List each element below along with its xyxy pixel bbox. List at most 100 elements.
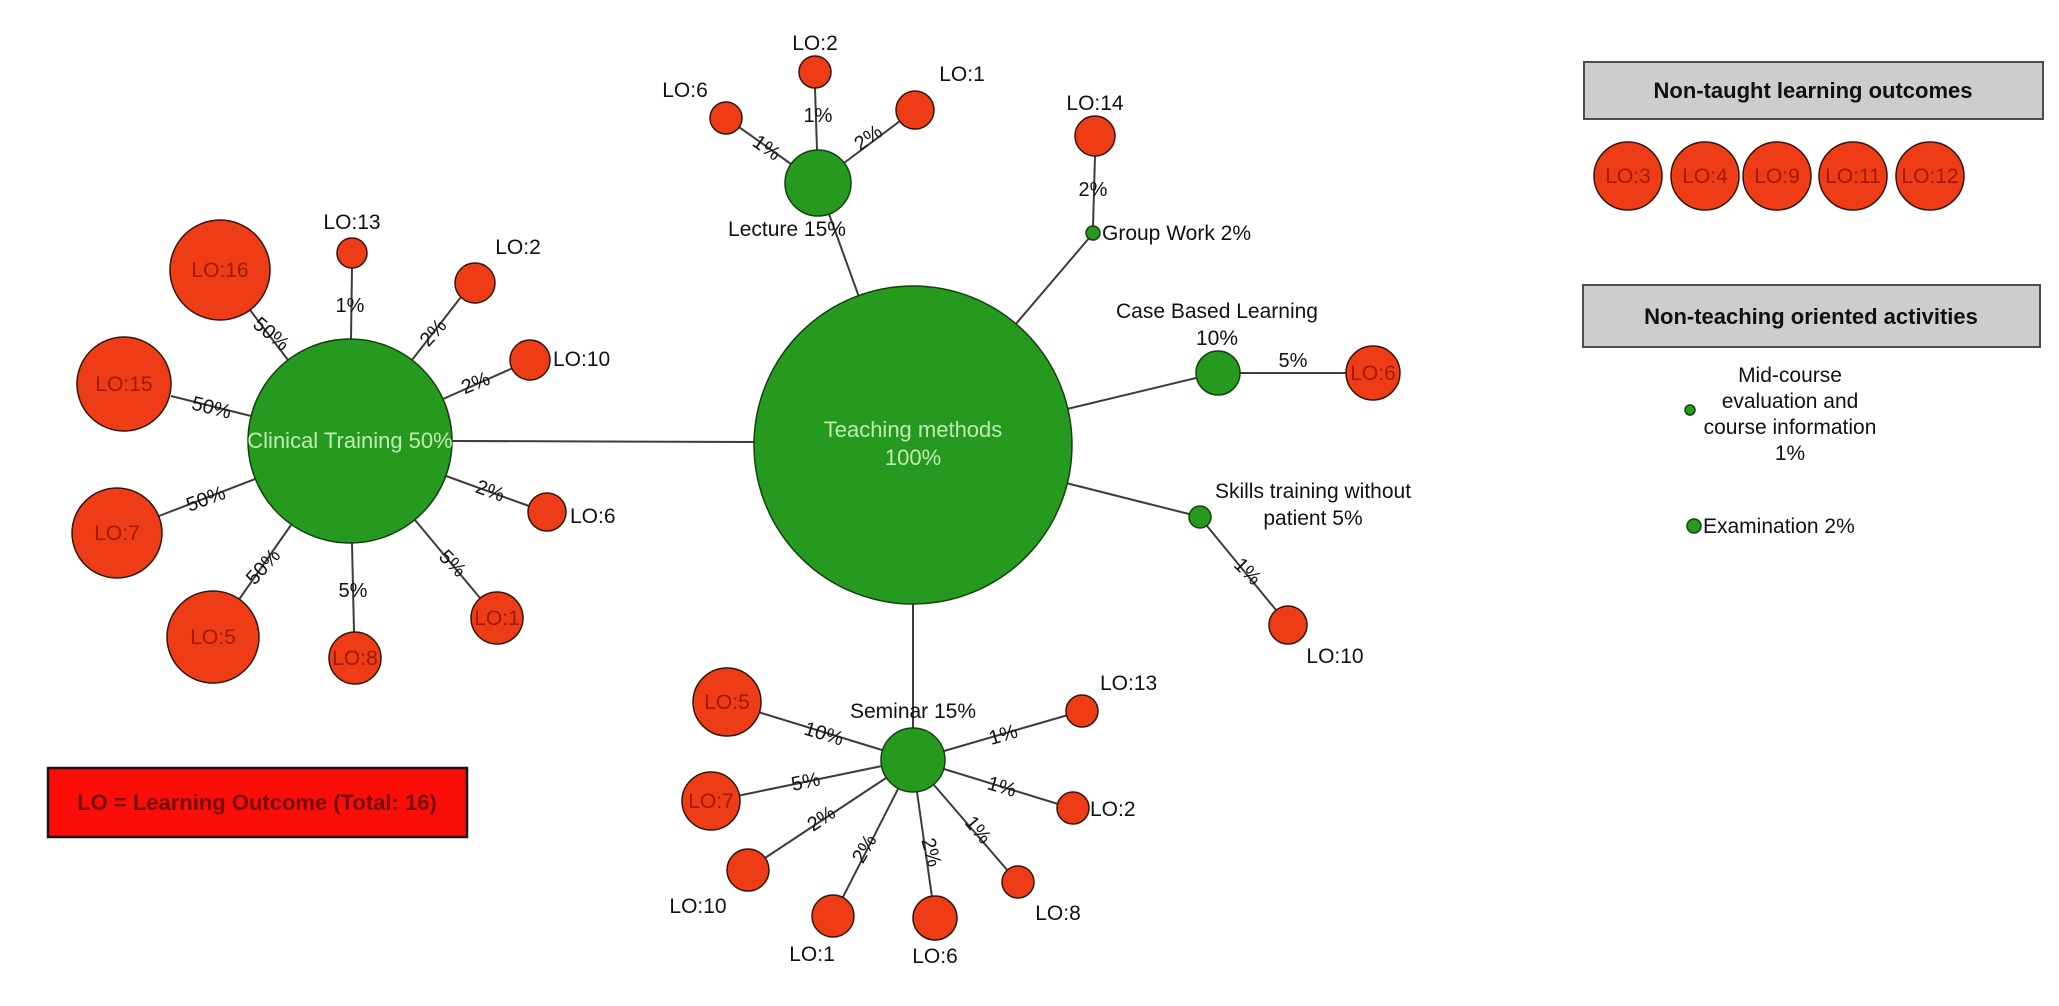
seminar-lo1-pct: 2% — [848, 831, 882, 867]
edge-lecture-lo1 — [843, 120, 901, 164]
node-clinical-lo5 — [166, 590, 260, 684]
case-based-circle — [1195, 350, 1241, 396]
lecture-lo2-pct: 1% — [804, 105, 833, 127]
node-lecture-lo2 — [798, 55, 832, 89]
edge-seminar-lo10 — [764, 777, 887, 859]
lecture-lo6-label: LO:6 — [662, 79, 708, 102]
groupwork-lo14-pct: 2% — [1079, 179, 1108, 201]
node-nontaught-lo3 — [1593, 141, 1663, 211]
case-based-cluster: Case Based Learning 10% LO:6 5% — [1116, 300, 1401, 401]
clinical-lo16-pct: 50% — [248, 313, 293, 356]
nontaught-lo11-label: LO:11 — [1825, 165, 1881, 188]
node-clinical-lo15 — [76, 336, 172, 432]
node-seminar-lo6 — [912, 895, 958, 941]
node-casebased-lo6 — [1345, 345, 1401, 401]
mid-course-label-line2: evaluation and — [1722, 390, 1859, 413]
seminar-lo13-label: LO:13 — [1100, 672, 1157, 695]
edge-root-casebased — [1066, 377, 1197, 410]
seminar-lo6-label: LO:6 — [912, 945, 958, 968]
nontaught-lo4-label: LO:4 — [1682, 165, 1728, 188]
teaching-methods-pct: 100% — [885, 445, 941, 470]
clinical-lo16-label: LO:16 — [191, 259, 248, 282]
clinical-training-circle — [247, 338, 453, 544]
node-seminar-lo13 — [1065, 694, 1099, 728]
clinical-training-label: Clinical Training 50% — [247, 428, 452, 453]
clinical-lo10-label: LO:10 — [553, 348, 610, 371]
edge-root-skills — [1065, 482, 1190, 515]
skills-training-dot — [1188, 505, 1212, 529]
lecture-lo1-label: LO:1 — [939, 63, 985, 86]
edge-clinical-lo1 — [414, 519, 481, 599]
skills-training-label-line2: patient 5% — [1263, 507, 1362, 530]
clinical-lo2-label: LO:2 — [495, 236, 541, 259]
clinical-lo7-pct: 50% — [183, 482, 228, 516]
groupwork-lo14-label: LO:14 — [1066, 92, 1124, 115]
node-seminar-lo8 — [1001, 865, 1035, 899]
group-work-dot — [1085, 225, 1101, 241]
seminar-label: Seminar 15% — [850, 700, 976, 723]
node-groupwork-lo14 — [1074, 115, 1116, 157]
clinical-training-cluster: Clinical Training 50% LO:16 50% LO:15 50… — [71, 211, 616, 685]
edge-clinical-lo16 — [249, 309, 289, 361]
casebased-lo6-pct: 5% — [1279, 350, 1308, 372]
nontaught-lo9-label: LO:9 — [1754, 165, 1800, 188]
seminar-lo5-label: LO:5 — [704, 691, 750, 714]
lecture-lo2-label: LO:2 — [792, 32, 838, 55]
node-clinical-lo7 — [71, 487, 163, 579]
edge-seminar-lo6 — [916, 791, 933, 898]
edge-root-clinical — [451, 440, 757, 443]
node-nontaught-lo12 — [1895, 141, 1965, 211]
edge-seminar-lo13 — [943, 714, 1069, 752]
clinical-lo7-label: LO:7 — [94, 522, 140, 545]
clinical-lo8-label: LO:8 — [332, 647, 378, 670]
node-seminar-lo2 — [1056, 791, 1090, 825]
edge-skills-lo10 — [1206, 525, 1277, 611]
node-clinical-lo10 — [509, 339, 551, 381]
clinical-lo6-label: LO:6 — [570, 505, 616, 528]
non-taught-panel: Non-taught learning outcomes LO:3 LO:4 L… — [1583, 61, 2044, 211]
edge-seminar-lo8 — [933, 784, 1009, 872]
examination-dot — [1686, 518, 1702, 534]
lecture-label: Lecture 15% — [728, 218, 846, 241]
casebased-lo6-label: LO:6 — [1350, 362, 1396, 385]
node-nontaught-lo9 — [1742, 141, 1812, 211]
seminar-lo7-label: LO:7 — [688, 790, 734, 813]
edge-clinical-lo15 — [170, 395, 252, 417]
edge-lecture-lo2 — [814, 87, 818, 151]
group-work-cluster: Group Work 2% LO:14 2% — [1066, 92, 1251, 245]
mid-course-label-line1: Mid-course — [1738, 364, 1842, 387]
node-teaching-methods: Teaching methods 100% — [753, 285, 1073, 605]
edge-root-groupwork — [1014, 236, 1091, 326]
seminar-lo10-label: LO:10 — [669, 895, 726, 918]
node-skills-lo10 — [1268, 605, 1308, 645]
clinical-lo5-pct: 50% — [242, 545, 285, 590]
seminar-circle — [880, 727, 946, 793]
lecture-circle — [784, 149, 852, 217]
edge-clinical-lo7 — [158, 478, 256, 517]
edge-seminar-lo1 — [842, 788, 899, 898]
non-taught-header-box — [1583, 61, 2044, 120]
clinical-lo2-pct: 2% — [416, 315, 452, 351]
node-clinical-lo1 — [470, 591, 524, 645]
non-teaching-panel: Non-teaching oriented activities Mid-cou… — [1582, 284, 2041, 538]
lecture-cluster: Lecture 15% LO:6 1% LO:2 1% LO:1 2% — [662, 32, 985, 241]
edge-root-lecture — [828, 213, 860, 298]
node-lecture-lo6 — [709, 101, 743, 135]
node-clinical-lo13 — [336, 237, 368, 269]
edge-seminar-lo5 — [757, 711, 883, 751]
mid-course-dot — [1684, 404, 1696, 416]
teaching-methods-label: Teaching methods — [824, 417, 1003, 442]
edges — [158, 87, 1346, 898]
clinical-lo15-pct: 50% — [189, 393, 233, 424]
mid-course-label-line4: 1% — [1775, 442, 1805, 465]
edge-clinical-lo6 — [445, 475, 530, 507]
non-teaching-header-box — [1582, 284, 2041, 348]
edge-clinical-lo10 — [442, 367, 514, 400]
seminar-lo6-pct: 2% — [916, 836, 945, 870]
clinical-lo10-pct: 2% — [458, 368, 493, 399]
footnote-box — [46, 766, 469, 839]
node-clinical-lo6 — [527, 492, 567, 532]
node-clinical-lo16 — [169, 219, 271, 321]
